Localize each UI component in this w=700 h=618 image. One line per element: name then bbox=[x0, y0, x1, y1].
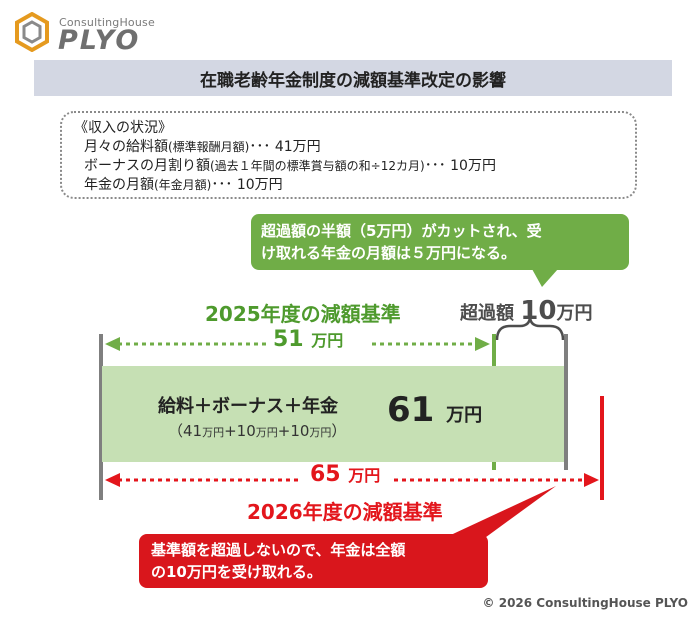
breakdown-unit-2: 万円 bbox=[255, 426, 278, 439]
red-callout-line2: の10万円を受け取れる。 bbox=[151, 563, 322, 581]
pension-note: (年金月額) bbox=[154, 178, 212, 192]
income-total-number: 61 bbox=[387, 390, 435, 430]
bonus-value: ･･･ 10万円 bbox=[424, 158, 496, 174]
breakdown-unit-1: 万円 bbox=[202, 426, 225, 439]
income-situation-box: 《収入の状況》 月々の給料額(標準報酬月額)･･･ 41万円 ボーナスの月割り額… bbox=[60, 111, 637, 199]
title-bar: 在職老齢年金制度の減額基準改定の影響 bbox=[34, 60, 672, 96]
income-bar-breakdown: （41万円+10万円+10万円） bbox=[168, 420, 346, 441]
income-bar-total: 61 万円 bbox=[387, 390, 482, 430]
green-callout-pointer bbox=[532, 269, 558, 287]
salary-note: (標準報酬月額) bbox=[168, 140, 250, 154]
threshold-2025-number: 51 bbox=[273, 327, 304, 352]
threshold-2026-value: 65 万円 bbox=[310, 462, 380, 487]
bonus-note: (過去１年間の標準賞与額の和÷12カ月) bbox=[210, 159, 425, 173]
logo: ConsultingHouse PLYO bbox=[14, 10, 174, 56]
threshold-2025-unit: 万円 bbox=[311, 331, 344, 350]
breakdown-bonus: +10 bbox=[224, 422, 256, 440]
salary-label: 月々の給料額 bbox=[84, 139, 168, 155]
logo-subtext: ConsultingHouse bbox=[59, 16, 155, 29]
logo-hexagon-icon bbox=[15, 12, 49, 52]
threshold-2026-label: 2026年度の減額基準 bbox=[247, 500, 443, 524]
page-title: 在職老齢年金制度の減額基準改定の影響 bbox=[200, 70, 506, 91]
red-callout-pointer bbox=[440, 486, 556, 540]
green-callout-line2: け取れる年金の月額は５万円になる。 bbox=[261, 244, 517, 262]
arrow-2025 bbox=[105, 337, 490, 351]
excess-label: 超過額 10万円 bbox=[460, 296, 592, 326]
income-total-unit: 万円 bbox=[446, 405, 483, 426]
copyright: © 2026 ConsultingHouse PLYO bbox=[482, 596, 688, 610]
green-callout: 超過額の半額（5万円）がカットされ、受 け取れる年金の月額は５万円になる。 bbox=[251, 214, 629, 270]
breakdown-unit-3: 万円 bbox=[309, 426, 332, 439]
red-callout: 基準額を超過しないので、年金は全額 の10万円を受け取れる。 bbox=[139, 534, 488, 588]
breakdown-close: ） bbox=[331, 422, 347, 440]
excess-unit: 万円 bbox=[556, 303, 593, 324]
excess-brace bbox=[495, 315, 565, 341]
logo-wordmark: PLYO bbox=[58, 25, 141, 56]
income-bar-label: 給料＋ボーナス＋年金 bbox=[158, 396, 338, 417]
pension-value: ･･･ 10万円 bbox=[211, 177, 283, 193]
bonus-label: ボーナスの月割り額 bbox=[84, 158, 210, 174]
income-bonus-line: ボーナスの月割り額(過去１年間の標準賞与額の和÷12カ月)･･･ 10万円 bbox=[74, 157, 623, 176]
green-callout-line1: 超過額の半額（5万円）がカットされ、受 bbox=[261, 222, 542, 240]
pension-label: 年金の月額 bbox=[84, 177, 154, 193]
threshold-2026-number: 65 bbox=[310, 462, 341, 487]
breakdown-open: （41 bbox=[168, 422, 203, 440]
threshold-2026-unit: 万円 bbox=[348, 466, 381, 485]
income-pension-line: 年金の月額(年金月額)･･･ 10万円 bbox=[74, 176, 623, 195]
breakdown-pension: +10 bbox=[277, 422, 310, 440]
red-callout-line1: 基準額を超過しないので、年金は全額 bbox=[151, 541, 406, 559]
arrow-2026 bbox=[105, 473, 599, 487]
excess-text: 超過額 bbox=[460, 303, 514, 324]
income-bar bbox=[102, 366, 564, 462]
threshold-2025-value: 51 万円 bbox=[273, 327, 343, 352]
excess-value: 10 bbox=[520, 296, 557, 326]
income-salary-line: 月々の給料額(標準報酬月額)･･･ 41万円 bbox=[74, 138, 623, 157]
threshold-2025-label: 2025年度の減額基準 bbox=[205, 302, 401, 326]
income-heading: 《収入の状況》 bbox=[74, 120, 172, 136]
salary-value: ･･･ 41万円 bbox=[249, 139, 321, 155]
